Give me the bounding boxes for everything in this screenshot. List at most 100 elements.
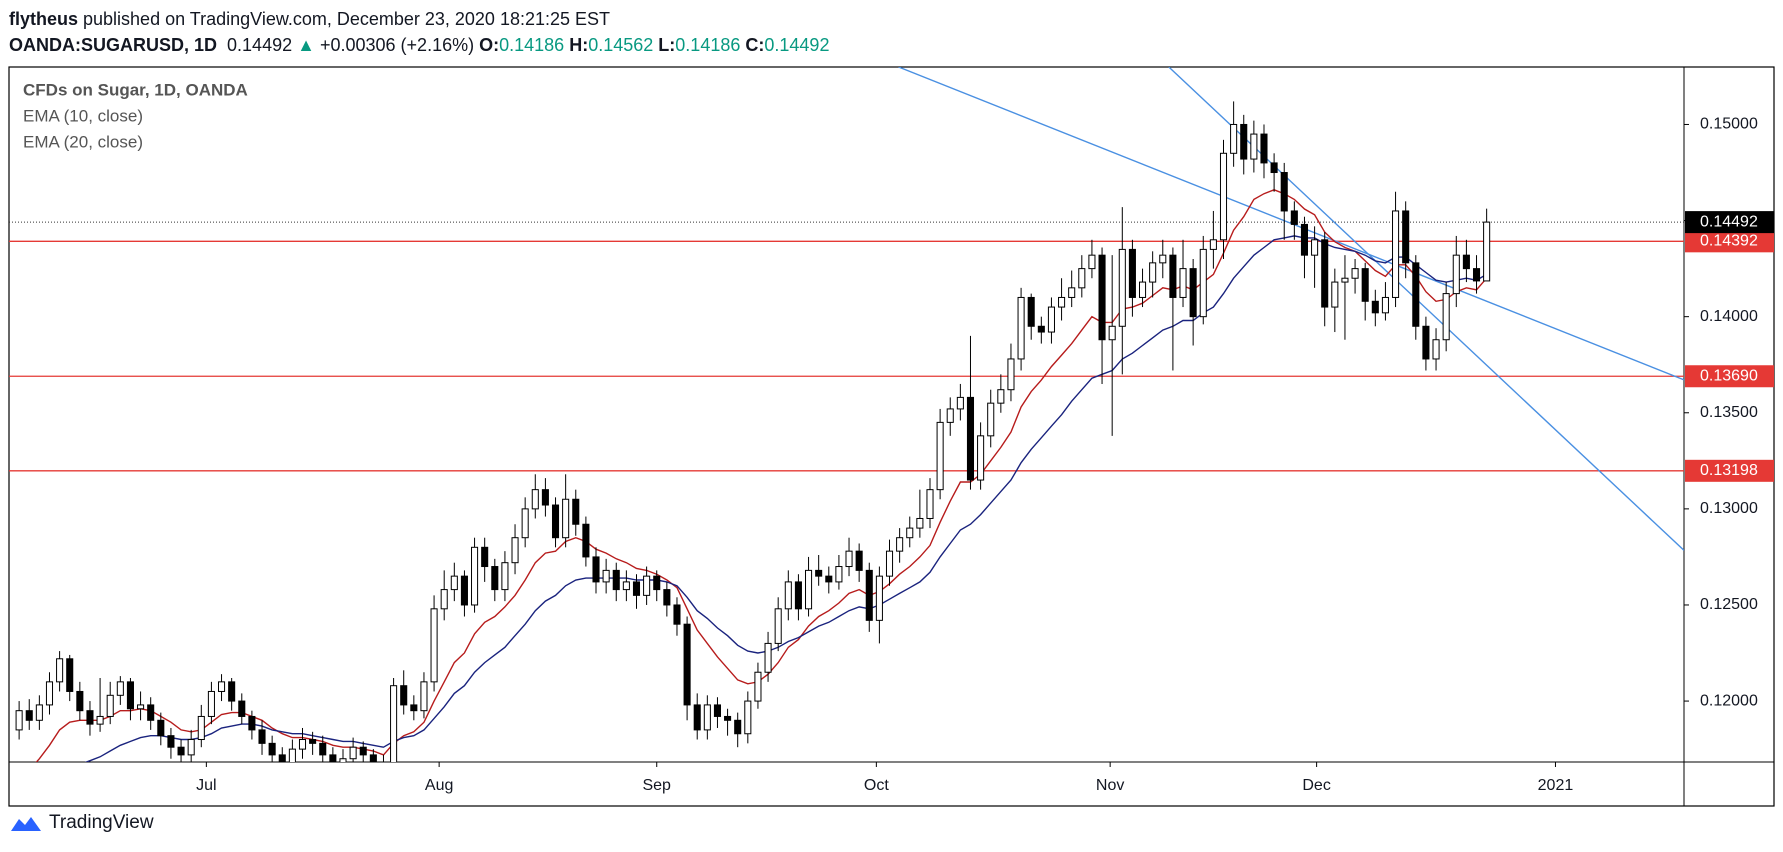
- candle-body: [946, 408, 954, 423]
- candle-body: [693, 704, 701, 731]
- candle-body: [1472, 268, 1481, 282]
- candle-body: [35, 704, 43, 721]
- change-arrow: ▲: [297, 35, 315, 55]
- candle-body: [1240, 123, 1248, 160]
- candle-body: [683, 623, 691, 706]
- candle-body: [76, 690, 84, 712]
- level-label-box: [1685, 230, 1774, 253]
- candle-body: [390, 685, 398, 762]
- candle-body: [845, 550, 853, 568]
- candle-body: [521, 508, 529, 539]
- candle-body: [359, 746, 367, 756]
- candle-body: [734, 719, 742, 735]
- candle-body: [622, 581, 630, 591]
- candle-body: [228, 681, 236, 702]
- candle-body: [501, 562, 509, 591]
- candle-body: [126, 681, 134, 710]
- candle-body: [298, 739, 307, 750]
- candle-body: [380, 763, 386, 769]
- candle-body: [268, 742, 276, 756]
- candle-body: [106, 694, 114, 717]
- candle-body: [865, 569, 873, 621]
- candle-body: [157, 719, 165, 737]
- candle-body: [713, 704, 721, 717]
- candle-body: [1007, 358, 1015, 391]
- candle-body: [420, 681, 428, 712]
- candle-body: [1138, 281, 1147, 298]
- x-tick-label: Oct: [864, 777, 889, 794]
- candle-body: [1341, 277, 1349, 283]
- y-tick-label: 0.13000: [1700, 500, 1758, 517]
- y-tick-label: 0.12000: [1700, 692, 1758, 709]
- candle-body: [1047, 306, 1055, 333]
- brand: TradingView: [49, 812, 154, 833]
- change: +0.00306 (+2.16%): [319, 35, 475, 55]
- candle-body: [562, 498, 570, 539]
- candle-body: [1169, 254, 1177, 298]
- candle-body: [592, 556, 600, 583]
- candle-body: [1311, 239, 1319, 256]
- candle-body: [815, 569, 823, 577]
- candle-body: [1179, 268, 1187, 298]
- candle-body: [471, 546, 479, 606]
- x-tick-label: 2021: [1538, 777, 1574, 794]
- candle-body: [1402, 210, 1410, 264]
- candle-body: [1250, 133, 1258, 160]
- candle-body: [1017, 296, 1025, 360]
- ohlc: O:0.14186 H:0.14562 L:0.14186 C:0.14492: [479, 35, 829, 55]
- candle-body: [248, 715, 256, 731]
- candle-body: [288, 748, 296, 762]
- candle-body: [460, 575, 468, 606]
- candle-body: [197, 715, 205, 741]
- candle-body: [1412, 262, 1420, 327]
- candle-body: [977, 435, 985, 481]
- candle-body: [116, 681, 124, 696]
- candle-body: [784, 581, 792, 610]
- candle-body: [582, 523, 590, 558]
- candle-body: [1381, 296, 1389, 314]
- ohlc-value: 0.14186: [675, 35, 741, 55]
- candle-body: [1371, 300, 1379, 314]
- candle-body: [147, 704, 155, 721]
- ohlc-value: 0.14186: [499, 35, 565, 55]
- candle-body: [1321, 239, 1329, 308]
- candle-body: [1280, 172, 1288, 212]
- candle-body: [278, 754, 286, 762]
- candle-body: [238, 700, 246, 717]
- y-tick-label: 0.12500: [1700, 596, 1758, 613]
- ohlc-key: L:: [658, 35, 676, 55]
- candle-body: [541, 489, 549, 506]
- candle-body: [1118, 248, 1126, 327]
- x-tick-label: Aug: [425, 777, 453, 794]
- candle-body: [349, 746, 357, 760]
- candle-body: [987, 402, 995, 437]
- candle-body: [885, 550, 894, 577]
- author: flytheus: [9, 9, 79, 29]
- candle-body: [1331, 281, 1339, 308]
- candle-body: [855, 550, 863, 571]
- candle-body: [875, 575, 883, 621]
- ohlc-key: O:: [479, 35, 500, 55]
- candle-body: [86, 710, 94, 725]
- candle-body: [400, 685, 408, 706]
- candle-body: [956, 396, 964, 410]
- x-tick-label: Nov: [1096, 777, 1124, 794]
- candle-body: [410, 704, 418, 712]
- y-tick-label: 0.14000: [1700, 308, 1758, 325]
- candle-body: [430, 608, 438, 683]
- candle-body: [764, 642, 772, 673]
- header: flytheus published on TradingView.com, D…: [9, 6, 829, 58]
- published: published on TradingView.com, December 2…: [78, 9, 611, 29]
- x-tick-label: Dec: [1302, 777, 1330, 794]
- candle-body: [1442, 293, 1450, 341]
- candle-body: [1159, 254, 1167, 264]
- candle-body: [1058, 296, 1066, 308]
- header-line-1: flytheus published on TradingView.com, D…: [9, 6, 829, 32]
- candle-body: [56, 658, 64, 683]
- candle-body: [612, 569, 620, 591]
- price: 0.14492: [227, 35, 293, 55]
- candle-body: [1361, 268, 1369, 302]
- candle-body: [754, 671, 762, 702]
- candle-body: [653, 575, 661, 591]
- candle-body: [481, 546, 489, 568]
